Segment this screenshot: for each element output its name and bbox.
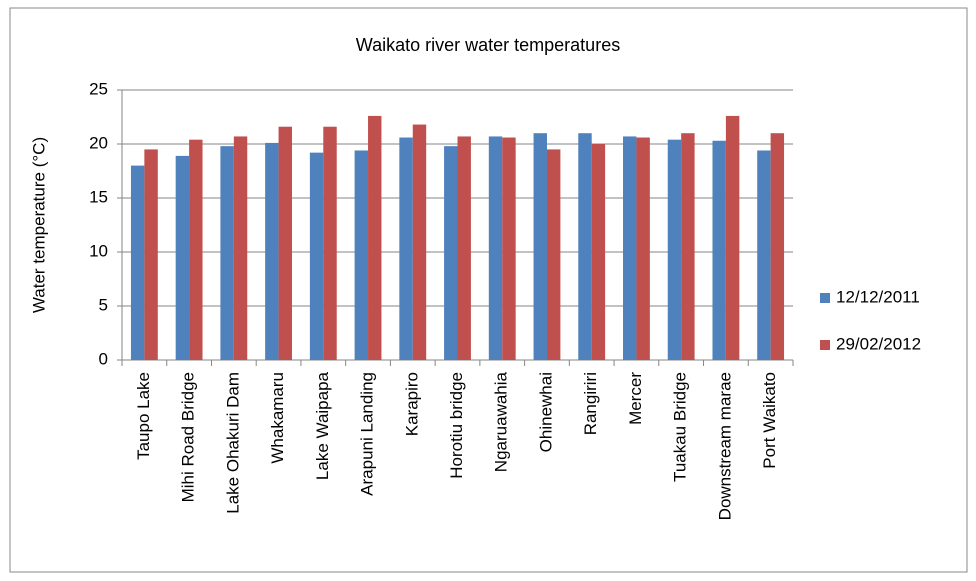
bar	[175, 155, 190, 360]
bar	[667, 139, 682, 360]
x-tick-label: Downstream marae	[715, 372, 734, 520]
bar	[323, 126, 337, 360]
legend-swatch	[820, 340, 830, 350]
bar	[368, 115, 382, 360]
x-tick-label: Arapuni Landing	[358, 372, 377, 496]
bar	[636, 137, 650, 360]
bar	[189, 139, 203, 360]
bar	[725, 115, 740, 360]
bar	[681, 133, 695, 360]
bar	[502, 137, 516, 360]
bar	[144, 149, 158, 360]
bar	[309, 152, 324, 360]
legend-label: 12/12/2011	[836, 287, 920, 306]
y-tick-label: 0	[99, 349, 108, 368]
bar	[399, 137, 413, 360]
x-tick-label: Tuakau Bridge	[671, 372, 690, 482]
chart-frame	[9, 7, 968, 573]
x-tick-label: Lake Ohakuri Dam	[223, 372, 242, 514]
x-tick-label: Lake Waipapa	[313, 371, 332, 480]
x-tick-label: Karapiro	[402, 372, 421, 436]
x-tick-label: Whakamaru	[268, 372, 287, 464]
bar	[444, 146, 458, 360]
bar	[265, 142, 279, 360]
bar	[533, 133, 547, 360]
x-tick-label: Horotiu bridge	[447, 372, 466, 479]
bar	[770, 133, 785, 360]
x-tick-label: Rangiriri	[581, 372, 600, 435]
y-tick-label: 20	[89, 133, 108, 152]
bar	[412, 124, 427, 360]
bar	[623, 136, 637, 360]
y-axis-label: Water temperature (°C)	[29, 137, 48, 313]
y-tick-label: 10	[89, 241, 108, 260]
chart-title: Waikato river water temperatures	[356, 35, 620, 55]
x-tick-label: Ngaruawahia	[492, 371, 511, 472]
bar	[457, 136, 471, 360]
bar	[130, 165, 145, 360]
legend-label: 29/02/2012	[836, 334, 921, 353]
y-tick-label: 15	[89, 187, 108, 206]
y-tick-label: 5	[99, 295, 108, 314]
bar	[591, 144, 606, 360]
bar	[546, 149, 561, 360]
bar	[578, 133, 592, 360]
bar	[220, 146, 234, 360]
bar	[278, 126, 292, 360]
bar	[488, 136, 503, 360]
bar	[712, 140, 726, 360]
x-tick-label: Port Waikato	[760, 372, 779, 469]
x-tick-label: Mercer	[626, 372, 645, 425]
x-tick-label: Taupo Lake	[134, 372, 153, 460]
x-tick-label: Mihi Road Bridge	[179, 372, 198, 502]
x-tick-label: Ohinewhai	[536, 372, 555, 452]
bar	[233, 136, 248, 360]
legend-swatch	[820, 293, 830, 303]
bar	[757, 150, 771, 360]
y-tick-label: 25	[89, 79, 108, 98]
bar	[354, 150, 369, 360]
